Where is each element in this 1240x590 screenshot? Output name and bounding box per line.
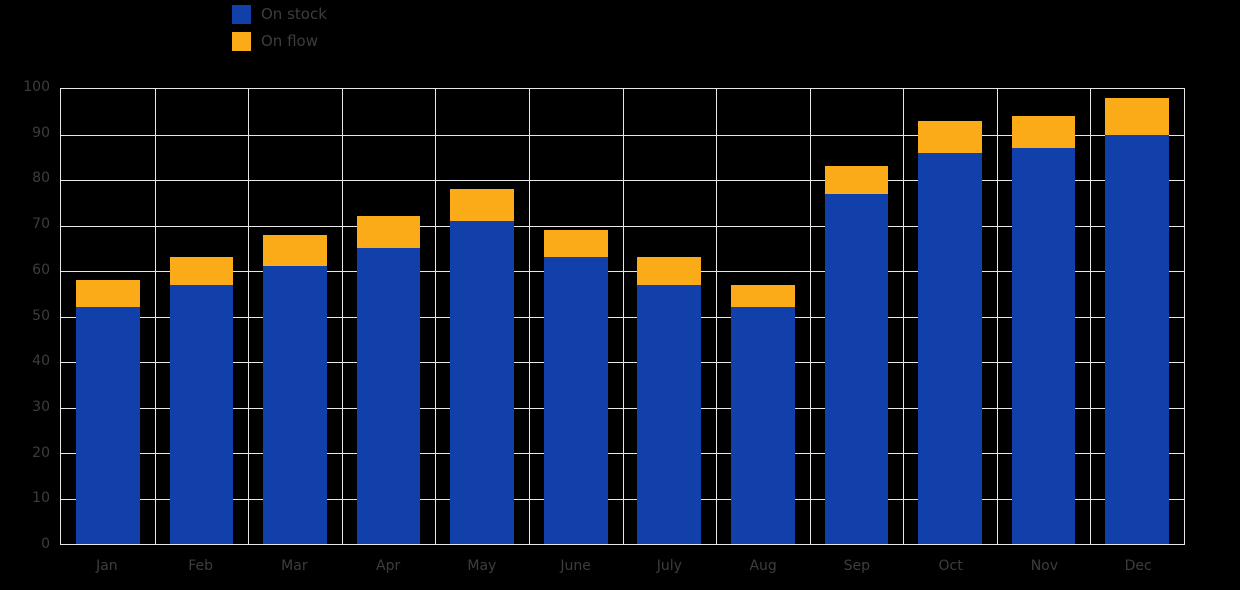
bar-sep-on-stock (824, 193, 889, 544)
bar-may-on-stock (450, 220, 514, 544)
bar-apr-on-stock (356, 248, 421, 544)
gridline-vertical (1090, 89, 1092, 544)
bar-mar-on-stock (263, 266, 327, 544)
gridline-vertical (716, 89, 718, 544)
bar-dec-on-flow (1105, 98, 1169, 135)
x-tick-label-mar: Mar (281, 558, 308, 574)
legend: On stock On flow (232, 5, 327, 59)
x-tick-label-july: July (656, 558, 682, 574)
y-tick-label: 60 (32, 261, 50, 278)
bar-july-on-flow (637, 257, 702, 285)
bar-july-on-stock (637, 284, 702, 544)
bar-aug-on-flow (731, 284, 795, 308)
y-tick-label: 100 (23, 79, 50, 95)
y-tick-label: 30 (32, 398, 50, 415)
legend-item-on-flow: On flow (232, 32, 327, 51)
gridline-vertical (435, 89, 437, 544)
y-tick-label: 70 (32, 216, 50, 233)
gridline-vertical (622, 89, 624, 544)
bar-aug-on-stock (731, 307, 795, 544)
gridline-vertical (996, 89, 998, 544)
bar-jan-on-stock (75, 307, 140, 544)
bar-sep-on-flow (824, 166, 889, 194)
bar-dec-on-stock (1105, 134, 1169, 544)
legend-label-on-flow: On flow (261, 32, 318, 50)
bar-feb-on-stock (169, 284, 234, 544)
bar-june-on-stock (543, 257, 608, 544)
bar-oct-on-flow (918, 120, 982, 153)
on-flow-swatch-icon (232, 32, 251, 51)
y-tick-label: 40 (32, 353, 50, 370)
x-tick-label-sep: Sep (843, 558, 871, 574)
bar-june-on-flow (543, 230, 608, 258)
bar-mar-on-flow (263, 234, 327, 267)
x-tick-label-jan: Jan (96, 558, 118, 574)
y-tick-label: 90 (32, 124, 50, 141)
bar-nov-on-flow (1011, 116, 1076, 149)
gridline-vertical (248, 89, 250, 544)
x-tick-label-aug: Aug (749, 558, 777, 574)
bar-oct-on-stock (918, 152, 982, 544)
x-tick-label-dec: Dec (1124, 558, 1152, 574)
gridline-vertical (903, 89, 905, 544)
gridline-vertical (528, 89, 530, 544)
bar-nov-on-stock (1011, 148, 1076, 544)
x-tick-label-nov: Nov (1030, 558, 1059, 574)
bar-apr-on-flow (356, 216, 421, 249)
x-tick-label-apr: Apr (376, 558, 401, 574)
gridline-vertical (341, 89, 343, 544)
y-tick-label: 10 (32, 490, 50, 507)
gridline-vertical (154, 89, 156, 544)
y-tick-label: 50 (32, 307, 50, 324)
legend-item-on-stock: On stock (232, 5, 327, 24)
on-stock-swatch-icon (232, 5, 251, 24)
legend-label-on-stock: On stock (261, 5, 327, 23)
x-tick-label-may: May (467, 558, 497, 574)
plot-area (60, 88, 1185, 545)
x-tick-label-june: June (560, 558, 591, 574)
bar-jan-on-flow (75, 280, 140, 308)
gridline-vertical (809, 89, 811, 544)
bar-feb-on-flow (169, 257, 234, 285)
y-tick-label: 80 (32, 170, 50, 187)
bar-may-on-flow (450, 189, 514, 221)
x-tick-label-feb: Feb (188, 558, 214, 574)
x-tick-label-oct: Oct (938, 558, 963, 574)
y-tick-label: 20 (32, 444, 50, 461)
y-tick-label: 0 (41, 536, 50, 552)
